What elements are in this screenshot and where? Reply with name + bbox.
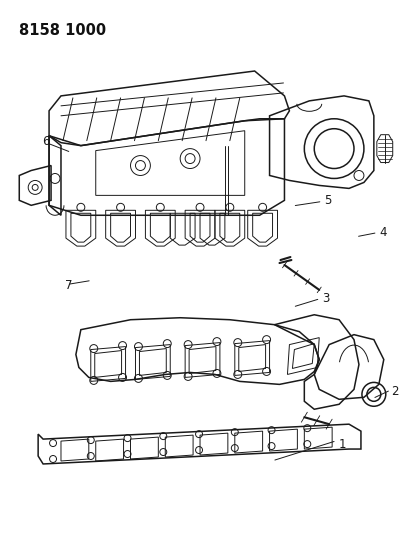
Text: 2: 2 <box>391 385 399 398</box>
Text: 4: 4 <box>379 225 386 239</box>
Text: 8158 1000: 8158 1000 <box>19 23 106 38</box>
Text: 3: 3 <box>322 292 329 305</box>
Text: 5: 5 <box>324 193 331 207</box>
Text: 1: 1 <box>338 438 346 450</box>
Text: 6: 6 <box>42 135 50 148</box>
Text: 7: 7 <box>65 279 72 292</box>
